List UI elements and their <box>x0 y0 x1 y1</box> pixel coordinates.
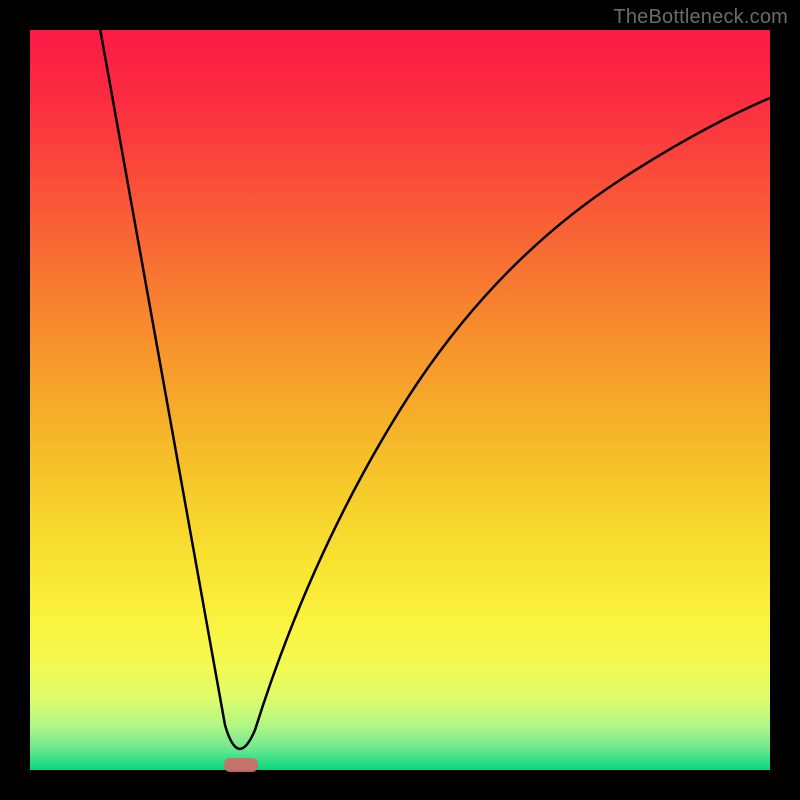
plot-gradient-background <box>30 30 770 770</box>
watermark-text: TheBottleneck.com <box>613 6 788 29</box>
optimal-marker <box>224 758 258 772</box>
bottleneck-curve-chart <box>0 0 800 800</box>
chart-container: TheBottleneck.com <box>0 0 800 800</box>
